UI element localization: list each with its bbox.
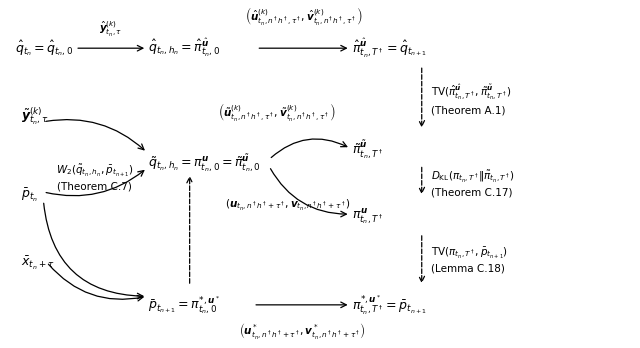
Text: $\pi^{\boldsymbol{u}}_{t_n,T^\dagger}$: $\pi^{\boldsymbol{u}}_{t_n,T^\dagger}$ [352, 206, 383, 226]
FancyArrowPatch shape [271, 139, 347, 158]
Text: $\bar{p}_{t_n}$: $\bar{p}_{t_n}$ [21, 187, 38, 204]
Text: $\left(\tilde{\boldsymbol{u}}^{(k)}_{t_n,n^\dagger h^\dagger,\tau^\dagger},\tild: $\left(\tilde{\boldsymbol{u}}^{(k)}_{t_n… [218, 101, 335, 122]
Text: $\tilde{\pi}^{\tilde{\boldsymbol{u}}}_{t_n,T^\dagger}$: $\tilde{\pi}^{\tilde{\boldsymbol{u}}}_{t… [352, 138, 383, 160]
Text: $\hat{\boldsymbol{y}}^{(k)}_{t_n,\tau}$: $\hat{\boldsymbol{y}}^{(k)}_{t_n,\tau}$ [99, 20, 122, 39]
Text: $\mathrm{TV}(\hat{\pi}^{\hat{\boldsymbol{u}}}_{t_n,T^\dagger},\tilde{\pi}^{\tild: $\mathrm{TV}(\hat{\pi}^{\hat{\boldsymbol… [431, 81, 512, 102]
FancyArrowPatch shape [44, 203, 143, 299]
Text: $\left(\hat{\boldsymbol{u}}^{(k)}_{t_n,n^\dagger h^\dagger,\tau^\dagger},\hat{\b: $\left(\hat{\boldsymbol{u}}^{(k)}_{t_n,n… [244, 5, 362, 27]
Text: $\left(\boldsymbol{u}_{t_n,n^\dagger h^\dagger+\tau^\dagger},\boldsymbol{v}_{t_n: $\left(\boldsymbol{u}_{t_n,n^\dagger h^\… [225, 198, 350, 213]
Text: $D_{\mathrm{KL}}(\pi_{t_n,T^\dagger}\|\tilde{\pi}_{t_n,T^\dagger})$: $D_{\mathrm{KL}}(\pi_{t_n,T^\dagger}\|\t… [431, 169, 515, 185]
Text: (Theorem A.1): (Theorem A.1) [431, 106, 506, 116]
Text: $\tilde{\boldsymbol{y}}^{(k)}_{t_n,\tau}$: $\tilde{\boldsymbol{y}}^{(k)}_{t_n,\tau}… [21, 106, 49, 127]
FancyArrowPatch shape [49, 264, 143, 301]
Text: $\left(\boldsymbol{u}^*_{t_n,n^\dagger h^\dagger+\tau^\dagger},\boldsymbol{v}^*_: $\left(\boldsymbol{u}^*_{t_n,n^\dagger h… [239, 321, 365, 340]
FancyArrowPatch shape [46, 171, 144, 196]
FancyArrowPatch shape [46, 120, 144, 150]
Text: $\mathrm{TV}(\pi_{t_n,T^\dagger},\bar{p}_{t_{n+1}})$: $\mathrm{TV}(\pi_{t_n,T^\dagger},\bar{p}… [431, 246, 508, 261]
Text: $W_2(\tilde{q}_{t_n,h_n},\bar{p}_{t_{n+1}})$: $W_2(\tilde{q}_{t_n,h_n},\bar{p}_{t_{n+1… [56, 163, 133, 180]
Text: $\tilde{q}_{t_n,h_n} = \pi^{\boldsymbol{u}}_{t_n,0} = \tilde{\pi}^{\tilde{\bolds: $\tilde{q}_{t_n,h_n} = \pi^{\boldsymbol{… [148, 152, 261, 174]
Text: $\pi^{*,\boldsymbol{u}^*}_{t_n,T^\dagger} = \bar{p}_{t_{n+1}}$: $\pi^{*,\boldsymbol{u}^*}_{t_n,T^\dagger… [352, 293, 427, 317]
Text: (Theorem C.17): (Theorem C.17) [431, 188, 513, 198]
Text: $\bar{p}_{t_{n+1}} = \pi^{*,\boldsymbol{u}^*}_{t_n,0}$: $\bar{p}_{t_{n+1}} = \pi^{*,\boldsymbol{… [148, 294, 220, 316]
FancyArrowPatch shape [271, 169, 346, 217]
Text: $\hat{q}_{t_n,h_n} = \hat{\pi}^{\hat{\boldsymbol{u}}}_{t_n,0}$: $\hat{q}_{t_n,h_n} = \hat{\pi}^{\hat{\bo… [148, 37, 221, 60]
Text: (Theorem C.7): (Theorem C.7) [57, 181, 132, 191]
Text: $\bar{x}_{t_n+\tau}$: $\bar{x}_{t_n+\tau}$ [21, 255, 54, 272]
Text: (Lemma C.18): (Lemma C.18) [431, 264, 505, 274]
Text: $\hat{\pi}^{\hat{\boldsymbol{u}}}_{t_n,T^\dagger} = \hat{q}_{t_{n+1}}$: $\hat{\pi}^{\hat{\boldsymbol{u}}}_{t_n,T… [352, 37, 427, 60]
Text: $\hat{q}_{t_n} = \hat{q}_{t_n,0}$: $\hat{q}_{t_n} = \hat{q}_{t_n,0}$ [15, 38, 73, 58]
